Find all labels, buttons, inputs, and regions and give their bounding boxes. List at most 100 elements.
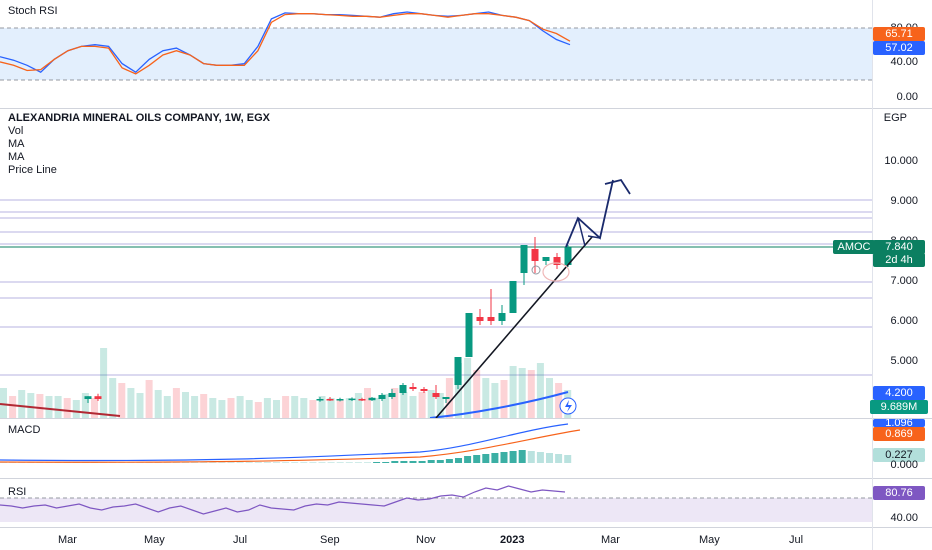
ma-tag: 4.200 [873, 386, 925, 400]
volume-bar [209, 398, 217, 418]
candle-body [476, 317, 484, 321]
volume-bar [100, 348, 108, 418]
macd-hist-bar [227, 462, 235, 463]
separator-4 [0, 527, 932, 528]
candle-body [378, 395, 386, 399]
candle-body [542, 257, 550, 261]
legend-vol[interactable]: Vol [8, 125, 24, 137]
volume-bar [136, 393, 144, 418]
x-label-nov: Nov [416, 534, 436, 546]
macd-title[interactable]: MACD [8, 424, 41, 436]
macd-hist-bar [327, 462, 335, 463]
macd-hist-bar [291, 462, 299, 463]
main-title: ALEXANDRIA MINERAL OILS COMPANY, 1W, EGX [8, 112, 270, 124]
candle-body [420, 389, 428, 391]
macd-hist-tag: 0.227 [873, 448, 925, 462]
macd-hist-bar [427, 460, 435, 463]
price-tick-9: 9.000 [890, 195, 918, 207]
macd-hist-bar [336, 462, 344, 463]
volume-bar [336, 400, 344, 418]
candle-body [84, 396, 92, 399]
macd-hist-bar [364, 462, 371, 463]
volume-bar [300, 398, 308, 418]
volume-bar [473, 370, 481, 418]
volume-bar [218, 400, 226, 418]
volume-bar [464, 358, 472, 418]
volume-bar [154, 390, 162, 418]
macd-hist-bar [418, 461, 426, 463]
macd-hist-bar [263, 462, 271, 463]
macd-line [0, 423, 569, 462]
x-label-sep: Sep [320, 534, 340, 546]
price-tick-10: 10.000 [884, 155, 918, 167]
legend-price-line[interactable]: Price Line [8, 164, 57, 176]
macd-hist-bar [218, 462, 226, 463]
rsi-title[interactable]: RSI [8, 486, 27, 498]
legend-ma-2[interactable]: MA [8, 151, 25, 163]
volume-bar [9, 396, 17, 418]
projection-path [565, 179, 614, 248]
volume-bar [81, 393, 89, 418]
highlight-ellipse [542, 262, 570, 282]
rsi-tag: 80.76 [873, 486, 925, 500]
candle-body [316, 399, 324, 401]
macd-hist-bar [555, 454, 563, 463]
volume-bar [63, 398, 71, 418]
candle-body [564, 247, 572, 265]
macd-hist-bar [373, 462, 381, 463]
macd-hist-bar [191, 462, 199, 463]
macd-hist-bar [318, 462, 326, 463]
volume-bar [263, 398, 271, 418]
candle-body [442, 397, 450, 399]
separator-1 [0, 108, 932, 109]
volume-bar [18, 390, 26, 418]
volume-bar [373, 398, 381, 418]
rsi-tick-40: 40.00 [890, 512, 918, 524]
volume-bar [400, 392, 408, 418]
volume-bar [500, 380, 508, 418]
candle-body [531, 249, 539, 261]
macd-hist-bar [309, 462, 317, 463]
volume-bar [36, 394, 44, 418]
macd-hist-bar [473, 455, 481, 463]
stoch-title[interactable]: Stoch RSI [8, 5, 58, 17]
projection-tick-2 [587, 235, 601, 239]
macd-hist-bar [482, 454, 490, 463]
ma-red-line [0, 403, 121, 417]
candle-body [487, 317, 495, 321]
volume-bar [555, 383, 563, 418]
projection-tick [577, 217, 586, 247]
symbol-tag[interactable]: AMOC [833, 240, 875, 254]
countdown-tag: 2d 4h [873, 253, 925, 267]
volume-bar [427, 390, 435, 418]
volume-bar [236, 396, 244, 418]
horizontal-levels [0, 199, 872, 376]
macd-hist-bar [464, 456, 472, 463]
volume-bar [118, 383, 126, 418]
macd-line-tag: 1.096 [873, 419, 925, 427]
volume-bar [491, 383, 499, 418]
volume-bar [109, 378, 117, 418]
macd-hist-bar [245, 462, 253, 463]
macd-hist-bar [354, 462, 362, 463]
volume-bar [546, 378, 553, 418]
volume-bars [0, 348, 572, 418]
stoch-lines [0, 11, 571, 75]
candle-body [454, 357, 462, 385]
candle-body [399, 385, 407, 393]
volume-bar [455, 363, 462, 418]
volume-bar [27, 393, 35, 418]
macd-hist-bar [518, 450, 526, 463]
macd-tick-0: 0.000 [890, 459, 918, 471]
stoch-k-tag: 65.71 [873, 27, 925, 41]
macd-hist-bar [254, 462, 262, 463]
candle-body [465, 313, 473, 357]
volume-bar [191, 396, 199, 418]
volume-bar [536, 363, 544, 418]
volume-bar [0, 388, 7, 418]
volume-bar [163, 396, 171, 418]
macd-hist-bar [282, 462, 290, 463]
event-marker [531, 265, 541, 275]
legend-ma-1[interactable]: MA [8, 138, 25, 150]
